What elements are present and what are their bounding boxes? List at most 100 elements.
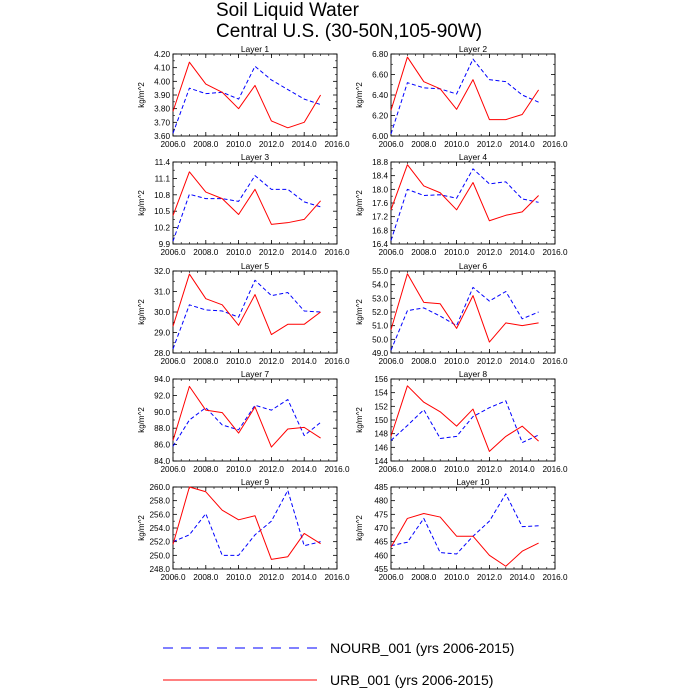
plot-frame [172,270,338,354]
y-tick-label: 29.0 [154,329,170,338]
panel-layer-9: Layer 9 kg/m^2 2006.0 2008.0 2010.0 2012.0 201… [137,477,350,582]
panel-title: Layer 5 [241,261,270,271]
x-tick-label: 2012.0 [259,573,284,582]
series-line-nourb [390,168,539,241]
series-line-urb [172,385,321,448]
x-tick-label: 2008.0 [193,465,218,474]
y-tick-label: 49.0 [372,349,388,358]
series-line-nourb [390,400,539,444]
x-tick-label: 2012.0 [477,248,502,257]
x-tick-label: 2010.0 [444,357,469,366]
y-tick-label: 250.0 [150,551,171,560]
x-tick-label: 2006.0 [378,573,403,582]
x-tick-label: 2010.0 [226,357,251,366]
y-tick-label: 92.0 [154,391,170,400]
plot-frame [172,486,338,570]
panel-layer-3: Layer 3 kg/m^2 2006.0 2008.0 2010.0 2012.0 201… [137,152,350,257]
panel-layer-2: Layer 2 kg/m^2 2006.0 2008.0 2010.0 2012.0 201… [355,44,568,149]
y-tick-label: 28.0 [154,349,170,358]
x-tick-label: 2016.0 [324,357,349,366]
y-tick-label: 156 [374,375,388,384]
figure-subtitle: Central U.S. (30-50N,105-90W) [216,21,483,42]
y-axis-label: kg/m^2 [355,515,364,541]
series-line-urb [390,56,540,121]
x-tick-label: 2012.0 [259,248,284,257]
x-tick-label: 2006.0 [378,357,403,366]
series-line-urb [172,273,321,336]
series-line-nourb [172,489,321,556]
y-tick-label: 30.0 [154,308,170,317]
panel-title: Layer 8 [459,369,488,379]
series-line-nourb [390,493,539,555]
x-tick-label: 2008.0 [411,357,436,366]
y-tick-label: 86.0 [154,441,170,450]
y-tick-label: 470 [374,524,388,533]
y-tick-label: 94.0 [154,375,170,384]
x-tick-label: 2014.0 [510,248,535,257]
y-tick-label: 54.0 [372,281,388,290]
x-tick-label: 2006.0 [378,248,403,257]
x-tick-label: 2014.0 [510,140,535,149]
y-tick-label: 18.0 [372,185,388,194]
y-tick-label: 146 [374,443,388,452]
y-tick-label: 480 [374,497,388,506]
y-tick-label: 252.0 [150,538,171,547]
y-tick-label: 3.80 [154,105,170,114]
x-tick-label: 2010.0 [444,140,469,149]
chart-panels: Layer 1 kg/m^2 2006.0 2008.0 2010.0 2012.0 201… [137,44,568,582]
series-line-urb [172,61,322,129]
y-tick-label: 3.90 [154,91,170,100]
x-tick-label: 2010.0 [444,465,469,474]
figure-title: Soil Liquid Water [216,0,359,21]
y-tick-label: 460 [374,551,388,560]
plot-frame [390,270,556,354]
x-tick-label: 2008.0 [411,573,436,582]
panel-title: Layer 6 [459,261,488,271]
plot-frame [172,53,338,137]
x-tick-label: 2006.0 [378,465,403,474]
x-tick-label: 2014.0 [510,465,535,474]
series-line-urb [172,171,321,225]
x-tick-label: 2016.0 [542,465,567,474]
x-tick-label: 2006.0 [160,357,185,366]
plot-frame [390,378,556,462]
y-axis-label: kg/m^2 [355,190,364,216]
y-tick-label: 254.0 [150,524,171,533]
x-tick-label: 2010.0 [226,465,251,474]
y-tick-label: 52.0 [372,308,388,317]
y-tick-label: 50.0 [372,335,388,344]
y-axis-label: kg/m^2 [137,190,146,216]
x-tick-label: 2014.0 [292,140,317,149]
y-axis-label: kg/m^2 [137,299,146,325]
panel-title: Layer 1 [241,44,270,54]
y-tick-label: 485 [374,483,388,492]
y-tick-label: 6.80 [372,50,388,59]
y-tick-label: 4.00 [154,77,170,86]
x-tick-label: 2016.0 [324,140,349,149]
y-axis-label: kg/m^2 [355,299,364,325]
y-tick-label: 17.6 [372,199,388,208]
panel-layer-8: Layer 8 kg/m^2 2006.0 2008.0 2010.0 2012.0 201… [355,369,568,474]
y-axis-label: kg/m^2 [137,82,146,108]
x-tick-label: 2008.0 [193,140,218,149]
y-tick-label: 6.00 [372,132,388,141]
y-tick-label: 90.0 [154,408,170,417]
y-tick-label: 18.4 [372,172,388,181]
y-tick-label: 17.2 [372,213,388,222]
x-tick-label: 2006.0 [160,465,185,474]
x-tick-label: 2012.0 [477,140,502,149]
x-tick-label: 2012.0 [477,357,502,366]
panel-title: Layer 9 [241,477,270,487]
x-tick-label: 2012.0 [477,465,502,474]
y-tick-label: 11.1 [155,174,171,183]
x-tick-label: 2012.0 [259,357,284,366]
y-tick-label: 6.40 [372,91,388,100]
x-tick-label: 2010.0 [444,573,469,582]
y-tick-label: 88.0 [154,424,170,433]
x-tick-label: 2014.0 [510,573,535,582]
x-tick-label: 2010.0 [444,248,469,257]
series-line-urb [390,164,539,222]
panel-layer-10: Layer 10 kg/m^2 2006.0 2008.0 2010.0 2012.0 20… [355,477,568,582]
y-tick-label: 32.0 [154,267,170,276]
